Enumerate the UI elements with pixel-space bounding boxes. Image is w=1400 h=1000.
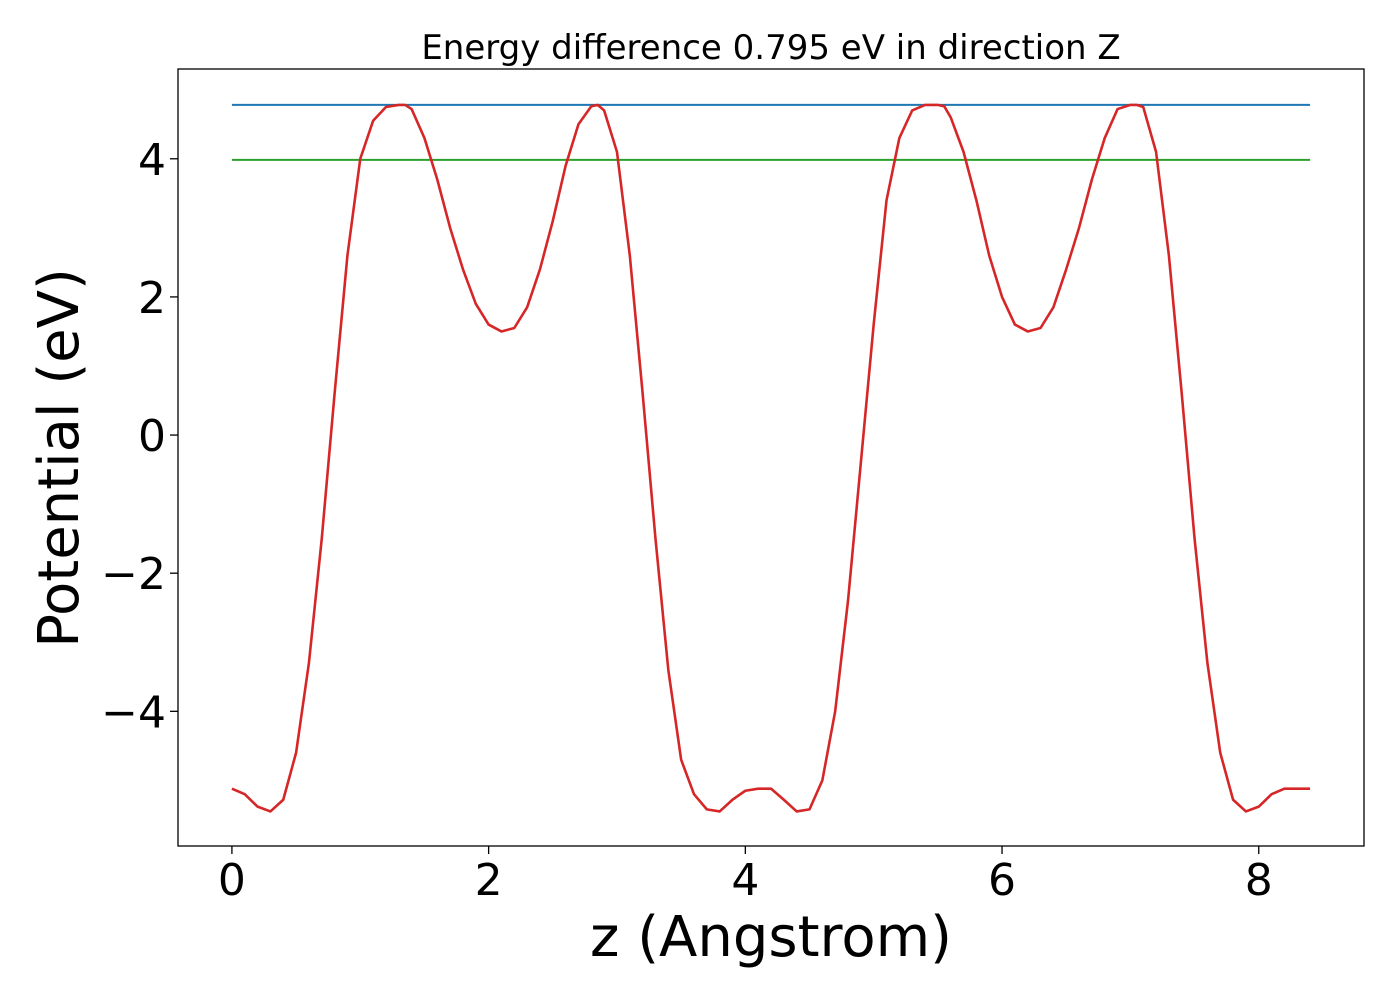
x-tick-label: 6 xyxy=(988,855,1016,906)
y-tick-label: 4 xyxy=(138,135,166,186)
chart-title: Energy difference 0.795 eV in direction … xyxy=(421,28,1120,68)
x-tick-label: 2 xyxy=(475,855,503,906)
series-line-1 xyxy=(231,103,1311,813)
plot-area xyxy=(231,103,1311,813)
x-axis: 0 2 4 6 8 xyxy=(218,846,1273,906)
y-tick-label: 2 xyxy=(138,273,166,324)
y-tick-label: 0 xyxy=(138,411,166,462)
y-tick-label: −2 xyxy=(101,549,166,600)
y-tick-label: −4 xyxy=(101,687,166,738)
x-axis-label: z (Angstrom) xyxy=(590,905,952,970)
y-axis: −4 −2 0 2 4 xyxy=(101,135,178,738)
x-tick-label: 8 xyxy=(1245,855,1273,906)
x-tick-label: 4 xyxy=(731,855,759,906)
x-tick-label: 0 xyxy=(218,855,246,906)
plot-frame xyxy=(177,68,1365,847)
y-axis-label: Potential (eV) xyxy=(27,268,92,648)
